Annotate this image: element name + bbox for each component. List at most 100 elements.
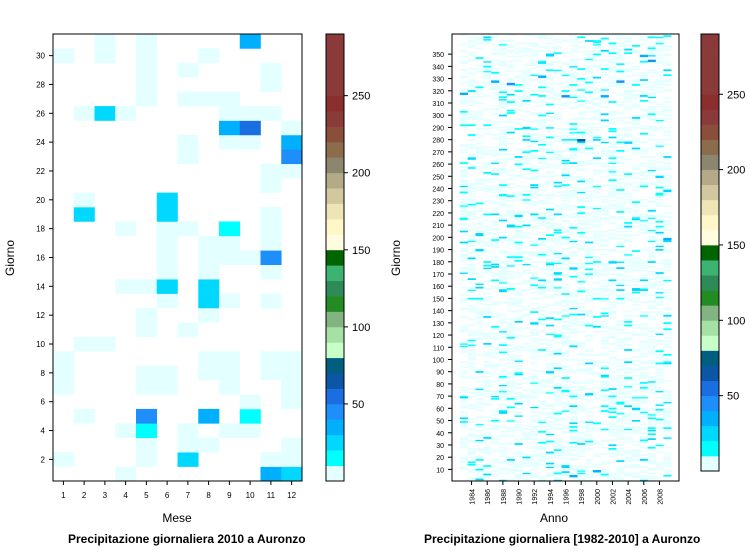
heatmap-cell xyxy=(459,198,468,201)
heatmap-cell xyxy=(491,256,500,258)
heatmap-cell xyxy=(608,250,617,252)
heatmap-cell xyxy=(545,405,555,407)
heatmap-cell xyxy=(514,474,523,477)
heatmap-cell xyxy=(600,37,609,40)
heatmap-cell xyxy=(647,139,656,141)
heatmap-cell xyxy=(577,206,586,208)
heatmap-cell xyxy=(592,173,602,175)
colorbar-tick-label: 100 xyxy=(727,315,745,327)
heatmap-cell xyxy=(600,95,609,98)
heatmap-cell xyxy=(569,454,578,456)
heatmap-cell xyxy=(467,357,476,360)
colorbar-band xyxy=(701,184,719,201)
heatmap-cell xyxy=(530,476,539,478)
heatmap-cell xyxy=(585,459,594,461)
heatmap-cell xyxy=(569,129,578,131)
heatmap-cell xyxy=(545,350,555,353)
heatmap-cell xyxy=(538,452,547,455)
heatmap-cell xyxy=(514,230,523,233)
heatmap-cell xyxy=(655,91,664,94)
colorbar-band xyxy=(701,305,719,321)
heatmap-cell xyxy=(498,239,508,241)
heatmap-cell xyxy=(663,165,672,168)
heatmap-cell xyxy=(561,230,570,233)
heatmap-cell xyxy=(514,283,523,285)
heatmap-cell xyxy=(483,312,492,315)
heatmap-cell xyxy=(538,463,547,466)
heatmap-cell xyxy=(514,346,523,349)
heatmap-cell xyxy=(608,237,617,240)
heatmap-cell xyxy=(545,286,555,289)
heatmap-cell xyxy=(561,327,570,329)
heatmap-cell xyxy=(459,294,468,296)
heatmap-cell xyxy=(655,404,664,406)
heatmap-cell xyxy=(577,99,586,102)
heatmap-cell xyxy=(530,93,539,96)
heatmap-cell xyxy=(585,424,594,427)
heatmap-cell xyxy=(600,101,609,103)
heatmap-cell xyxy=(647,448,656,450)
heatmap-cell xyxy=(585,145,594,147)
heatmap-cell xyxy=(506,131,515,134)
heatmap-cell xyxy=(475,81,484,84)
heatmap-cell xyxy=(459,253,468,256)
heatmap-cell xyxy=(545,170,555,173)
heatmap-cell xyxy=(538,430,547,433)
heatmap-cell xyxy=(632,257,641,260)
heatmap-cell xyxy=(616,321,625,323)
heatmap-cell xyxy=(663,421,672,423)
heatmap-cell xyxy=(491,233,500,235)
colorbar-frame xyxy=(700,33,720,472)
heatmap-cell xyxy=(655,139,664,141)
heatmap-cell xyxy=(491,338,500,340)
colorbar-tick-label: 150 xyxy=(352,245,370,257)
heatmap-cell xyxy=(491,73,500,75)
heatmap-cell: 4 xyxy=(219,423,241,439)
heatmap-cell xyxy=(616,341,625,344)
heatmap-cell xyxy=(647,311,656,313)
heatmap-cell xyxy=(561,63,570,66)
heatmap-cell xyxy=(483,383,492,386)
heatmap-cell xyxy=(514,470,523,472)
heatmap-cell xyxy=(459,424,468,427)
heatmap-cell xyxy=(632,449,641,451)
heatmap-cell xyxy=(569,446,578,449)
heatmap-cell xyxy=(577,87,586,90)
heatmap-cell xyxy=(475,64,484,67)
heatmap-cell xyxy=(561,208,570,211)
heatmap-cell xyxy=(608,385,617,388)
heatmap-cell xyxy=(467,395,476,398)
heatmap-cell xyxy=(577,410,586,412)
heatmap-cell xyxy=(545,224,555,227)
heatmap-cell xyxy=(585,369,594,372)
heatmap-cell xyxy=(577,471,586,473)
heatmap-cell xyxy=(491,259,500,262)
heatmap-cell xyxy=(663,295,672,298)
heatmap-cell xyxy=(632,324,641,327)
heatmap-cell xyxy=(498,103,508,106)
heatmap-cell xyxy=(647,384,656,387)
heatmap-cell xyxy=(545,465,555,467)
right-chart-title: Precipitazione giornaliera [1982-2010] a… xyxy=(424,532,701,546)
heatmap-cell xyxy=(600,296,609,299)
heatmap-cell xyxy=(639,229,648,232)
heatmap-cell xyxy=(491,224,500,227)
heatmap-cell xyxy=(600,162,609,164)
heatmap-cell xyxy=(577,465,586,467)
heatmap-cell xyxy=(522,262,531,265)
heatmap-cell xyxy=(491,393,500,395)
heatmap-cell xyxy=(553,477,562,480)
heatmap-cell xyxy=(491,209,500,212)
heatmap-cell xyxy=(530,357,539,360)
heatmap-cell xyxy=(553,46,562,48)
heatmap-cell xyxy=(639,345,648,348)
heatmap-cell xyxy=(639,347,648,350)
heatmap-cell xyxy=(538,390,547,393)
heatmap-cell xyxy=(600,273,609,276)
heatmap-cell xyxy=(577,117,586,119)
heatmap-cell xyxy=(608,327,617,329)
heatmap-cell xyxy=(467,344,476,346)
heatmap-cell xyxy=(467,198,476,201)
heatmap-cell xyxy=(522,47,531,50)
heatmap-cell xyxy=(616,273,625,276)
